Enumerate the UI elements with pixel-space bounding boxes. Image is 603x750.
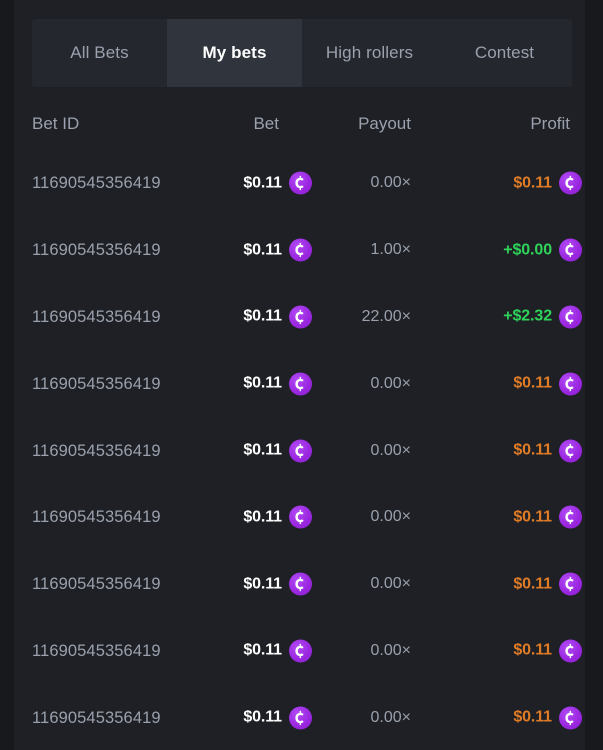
cell-profit: +$2.32: [434, 305, 582, 329]
table-row[interactable]: 116905453564199 $0.11 0.00× $0.11: [14, 684, 585, 750]
profit-value: $0.11: [513, 708, 552, 726]
table-row[interactable]: 116905453564199 $0.11 0.00× $0.11: [14, 618, 585, 685]
cell-bet-amount: $0.11: [164, 305, 312, 329]
cell-payout: 0.00×: [370, 441, 411, 459]
cell-bet-id[interactable]: 116905453564199: [32, 509, 160, 526]
bet-amount-value: $0.11: [243, 508, 282, 526]
profit-value: +$2.32: [503, 307, 552, 325]
coin-icon: [289, 305, 312, 329]
coin-icon: [559, 639, 582, 663]
cell-bet-amount: $0.11: [164, 639, 312, 663]
cell-payout: 0.00×: [370, 174, 411, 192]
cell-bet-amount: $0.11: [164, 706, 312, 730]
coin-icon: [559, 171, 582, 195]
table-row[interactable]: 116905453564199 $0.11 0.00× $0.11: [14, 150, 585, 217]
profit-value: $0.11: [513, 174, 552, 192]
coin-icon: [559, 706, 582, 730]
profit-value: $0.11: [513, 441, 552, 459]
cell-profit: $0.11: [434, 372, 582, 396]
profit-value: +$0.00: [503, 241, 552, 259]
content-panel: All Bets My bets High rollers Contest Bet I…: [14, 0, 585, 750]
cell-bet-id[interactable]: 116905453564199: [32, 241, 160, 259]
coin-icon: [559, 439, 582, 463]
coin-icon: [559, 372, 582, 396]
table-row[interactable]: 116905453564199 $0.11 0.00× $0.11: [14, 417, 585, 484]
column-header-payout: Payout: [358, 114, 411, 133]
column-header-bet: Bet: [253, 114, 279, 133]
bet-amount-value: $0.11: [243, 708, 282, 726]
cell-bet-id[interactable]: 116905453564199: [32, 442, 160, 459]
cell-bet-id[interactable]: 116905453564199: [32, 308, 160, 326]
coin-icon: [559, 305, 582, 329]
bet-amount-value: $0.11: [243, 174, 282, 192]
profit-value: $0.11: [513, 641, 552, 659]
cell-bet-id[interactable]: 116905453564199: [32, 175, 160, 192]
bets-tab-bar: All Bets My bets High rollers Contest: [32, 19, 572, 87]
cell-bet-id[interactable]: 116905453564199: [32, 709, 160, 727]
cell-bet-amount: $0.11: [164, 505, 312, 529]
coin-icon: [289, 706, 312, 730]
cell-payout: 0.00×: [370, 708, 411, 726]
bet-amount-value: $0.11: [243, 575, 282, 593]
cell-bet-id[interactable]: 116905453564199: [32, 375, 160, 393]
coin-icon: [559, 505, 582, 529]
table-row[interactable]: 116905453564199 $0.11 0.00× $0.11: [14, 350, 585, 417]
bet-amount-value: $0.11: [243, 374, 282, 392]
coin-icon: [559, 572, 582, 596]
cell-profit: $0.11: [434, 639, 582, 663]
cell-payout: 0.00×: [370, 641, 411, 659]
tab-my-bets[interactable]: My bets: [167, 19, 302, 87]
cell-profit: $0.11: [434, 572, 582, 596]
cell-bet-id[interactable]: 116905453564199: [32, 642, 160, 660]
cell-bet-id[interactable]: 116905453564199: [32, 575, 160, 593]
tab-contest[interactable]: Contest: [437, 19, 572, 87]
cell-payout: 0.00×: [370, 575, 411, 593]
cell-payout: 1.00×: [370, 241, 411, 259]
table-row[interactable]: 116905453564199 $0.11 0.00× $0.11: [14, 484, 585, 551]
table-row[interactable]: 116905453564199 $0.11 22.00× +$2.32: [14, 284, 585, 351]
coin-icon: [289, 639, 312, 663]
table-header-row: Bet ID Bet Payout Profit: [14, 100, 585, 150]
bet-amount-value: $0.11: [243, 441, 282, 459]
cell-bet-amount: $0.11: [164, 238, 312, 262]
cell-bet-amount: $0.11: [164, 439, 312, 463]
bets-table: Bet ID Bet Payout Profit 116905453564199…: [14, 100, 585, 750]
cell-payout: 0.00×: [370, 374, 411, 392]
cell-profit: $0.11: [434, 439, 582, 463]
cell-bet-amount: $0.11: [164, 572, 312, 596]
coin-icon: [289, 572, 312, 596]
tab-all-bets[interactable]: All Bets: [32, 19, 167, 87]
cell-payout: 0.00×: [370, 508, 411, 526]
coin-icon: [289, 505, 312, 529]
table-body: 116905453564199 $0.11 0.00× $0.11 1169054535…: [14, 150, 585, 750]
cell-profit: $0.11: [434, 706, 582, 730]
cell-payout: 22.00×: [361, 307, 411, 325]
coin-icon: [289, 439, 312, 463]
cell-profit: +$0.00: [434, 238, 582, 262]
cell-bet-amount: $0.11: [164, 372, 312, 396]
bet-amount-value: $0.11: [243, 307, 282, 325]
profit-value: $0.11: [513, 374, 552, 392]
column-header-profit: Profit: [530, 114, 570, 133]
profit-value: $0.11: [513, 575, 552, 593]
table-row[interactable]: 116905453564199 $0.11 0.00× $0.11: [14, 551, 585, 618]
profit-value: $0.11: [513, 508, 552, 526]
bet-amount-value: $0.11: [243, 641, 282, 659]
tab-high-rollers[interactable]: High rollers: [302, 19, 437, 87]
table-row[interactable]: 116905453564199 $0.11 1.00× +$0.00: [14, 217, 585, 284]
bet-amount-value: $0.11: [243, 241, 282, 259]
coin-icon: [289, 238, 312, 262]
coin-icon: [289, 372, 312, 396]
column-header-bet-id: Bet ID: [32, 114, 80, 133]
cell-profit: $0.11: [434, 171, 582, 195]
cell-bet-amount: $0.11: [164, 171, 312, 195]
coin-icon: [289, 171, 312, 195]
cell-profit: $0.11: [434, 505, 582, 529]
coin-icon: [559, 238, 582, 262]
